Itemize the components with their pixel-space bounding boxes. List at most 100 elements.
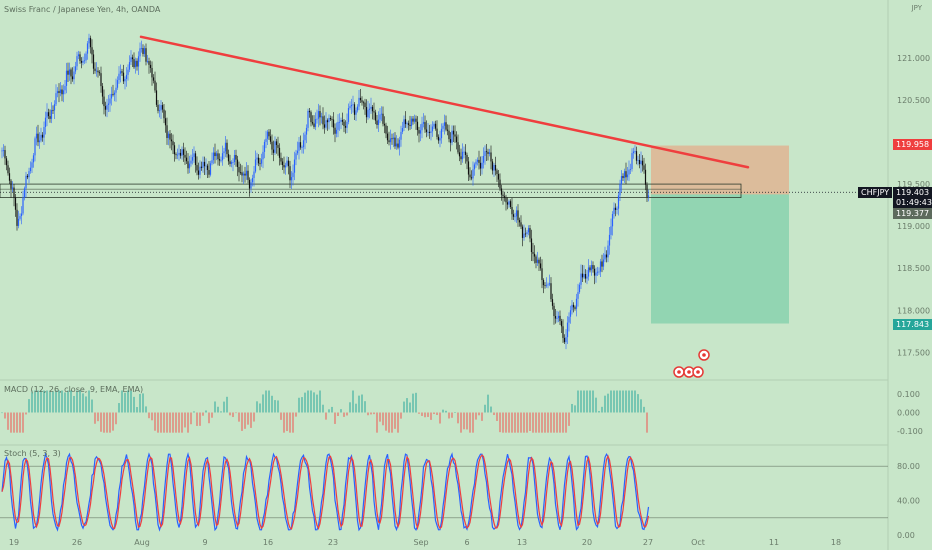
candle-body <box>259 163 261 165</box>
macd-histogram-bar <box>538 412 540 433</box>
candle-body <box>460 156 462 160</box>
candle-body <box>410 118 413 127</box>
macd-histogram-bar <box>577 390 579 413</box>
macd-histogram-bar <box>358 395 360 413</box>
macd-histogram-bar <box>16 412 18 433</box>
macd-histogram-bar <box>622 390 624 413</box>
macd-histogram-bar <box>202 412 204 416</box>
candle-body <box>92 54 95 69</box>
macd-histogram-bar <box>247 412 249 425</box>
candle-body <box>589 267 591 271</box>
macd-histogram-bar <box>643 406 645 413</box>
macd-label[interactable]: MACD (12, 26, close, 9, EMA, EMA) <box>4 385 144 394</box>
macd-histogram-bar <box>286 412 288 432</box>
candle-body <box>541 268 543 280</box>
macd-histogram-bar <box>64 392 66 413</box>
macd-histogram-bar <box>487 394 489 413</box>
candle-body <box>397 143 399 148</box>
candle-body <box>521 226 524 238</box>
macd-histogram-bar <box>319 390 321 413</box>
stoch-label[interactable]: Stoch (5, 3, 3) <box>4 449 61 458</box>
candle-body <box>322 116 324 125</box>
candle-body <box>628 169 630 175</box>
macd-histogram-bar <box>232 412 234 418</box>
candle-body <box>242 173 245 176</box>
macd-histogram-bar <box>535 412 537 433</box>
candle-body <box>244 173 246 176</box>
macd-histogram-bar <box>499 412 501 433</box>
macd-histogram-bar <box>532 412 534 433</box>
candle-body <box>221 153 224 161</box>
candle-body <box>608 234 611 246</box>
macd-histogram-bar <box>124 392 126 413</box>
macd-histogram-bar <box>403 401 405 413</box>
macd-histogram-bar <box>160 412 162 433</box>
candle-body <box>160 105 162 111</box>
macd-histogram-bar <box>130 390 132 413</box>
macd-histogram-bar <box>541 412 543 433</box>
macd-histogram-bar <box>364 401 366 413</box>
symbol-tag: CHFJPY <box>858 187 893 198</box>
price-axis-label: 119.000 <box>897 222 930 231</box>
macd-histogram-bar <box>592 390 594 413</box>
candle-body <box>151 67 153 78</box>
macd-histogram-bar <box>628 390 630 413</box>
candle-body <box>203 161 206 167</box>
macd-histogram-bar <box>370 412 372 415</box>
candle-body <box>26 175 29 178</box>
candle-body <box>436 128 438 137</box>
price-axis-label: 117.500 <box>897 348 930 357</box>
candle-body <box>488 152 491 154</box>
candle-body <box>34 138 36 156</box>
candle-body <box>538 259 540 264</box>
candle-body <box>212 152 215 161</box>
macd-histogram-bar <box>166 412 168 433</box>
macd-histogram-bar <box>4 412 6 419</box>
macd-histogram-bar <box>520 412 522 433</box>
macd-histogram-bar <box>37 390 39 413</box>
macd-histogram-bar <box>31 390 33 413</box>
candle-body <box>100 73 102 87</box>
candle-body <box>116 80 119 88</box>
candle-body <box>646 184 648 197</box>
candle-body <box>568 316 570 323</box>
candle-body <box>367 109 369 118</box>
candle-body <box>364 102 366 108</box>
candle-body <box>428 131 431 133</box>
stoch-axis-label: 40.00 <box>897 497 920 506</box>
candle-body <box>601 261 603 267</box>
price-axis-label: 118.000 <box>897 306 930 315</box>
candle-body <box>329 117 332 120</box>
candle-body <box>94 68 96 71</box>
candle-body <box>341 119 344 122</box>
candle-body <box>154 80 156 91</box>
candle-body <box>577 292 579 299</box>
candle-body <box>65 70 68 86</box>
candle-body <box>238 166 240 173</box>
candle-body <box>487 151 489 154</box>
macd-histogram-bar <box>328 409 330 413</box>
candle-body <box>604 254 606 260</box>
stoch-k-line <box>1 451 650 532</box>
macd-histogram-bar <box>379 412 381 422</box>
macd-histogram-bar <box>244 412 246 429</box>
candle-body <box>19 216 21 219</box>
candle-body <box>284 165 287 168</box>
macd-histogram-bar <box>85 396 87 413</box>
candle-body <box>478 159 480 163</box>
candle-body <box>200 166 203 168</box>
candle-body <box>454 134 456 137</box>
time-axis-label: 9 <box>202 538 207 547</box>
candle-body <box>526 232 528 234</box>
candle-body <box>77 54 80 57</box>
candle-body <box>317 111 320 119</box>
candle-body <box>275 141 278 146</box>
candle-body <box>412 118 414 122</box>
macd-histogram-bar <box>373 412 375 415</box>
candle-body <box>632 151 635 154</box>
candle-body <box>290 177 293 181</box>
candle-body <box>502 194 504 197</box>
macd-histogram-bar <box>457 412 459 424</box>
